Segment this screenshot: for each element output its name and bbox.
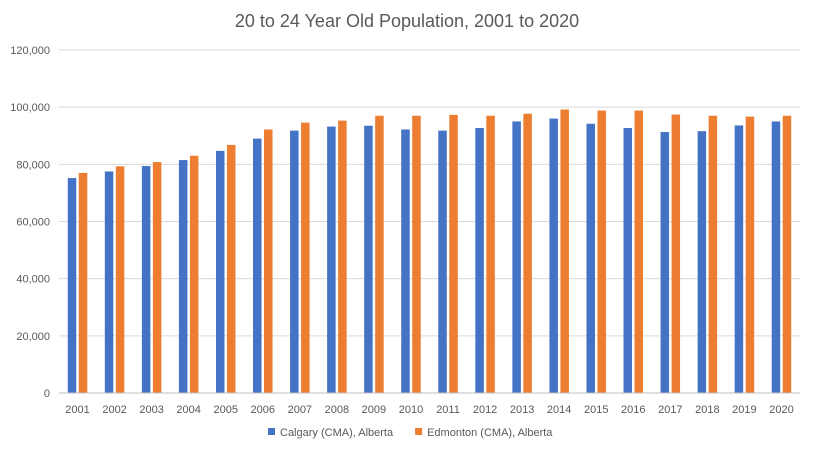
bar-calgary-2010 bbox=[401, 129, 410, 393]
bar-edmonton-2014 bbox=[560, 109, 569, 393]
x-tick-label: 2011 bbox=[436, 404, 460, 416]
x-tick-label: 2018 bbox=[695, 404, 719, 416]
bar-edmonton-2002 bbox=[115, 166, 125, 393]
x-tick-label: 2001 bbox=[65, 404, 89, 416]
x-tick-label: 2016 bbox=[621, 404, 645, 416]
bar-calgary-2008 bbox=[327, 126, 336, 393]
x-tick-label: 2015 bbox=[584, 404, 608, 416]
bar-edmonton-2008 bbox=[338, 120, 347, 393]
legend-label: Edmonton (CMA), Alberta bbox=[427, 427, 553, 439]
gridlines bbox=[59, 49, 800, 337]
bar-calgary-2017 bbox=[660, 132, 670, 393]
x-tick-label: 2006 bbox=[251, 404, 275, 416]
x-tick-label: 2013 bbox=[510, 404, 534, 416]
bar-calgary-2006 bbox=[253, 138, 262, 393]
bar-calgary-2001 bbox=[67, 178, 77, 393]
bar-edmonton-2016 bbox=[634, 110, 644, 393]
x-tick-label: 2014 bbox=[547, 404, 571, 416]
bar-calgary-2011 bbox=[438, 130, 447, 394]
bar-edmonton-2019 bbox=[745, 116, 755, 393]
x-tick-label: 2008 bbox=[325, 404, 349, 416]
y-tick-label: 120,000 bbox=[10, 45, 50, 57]
x-axis-tick-labels: 2001 2002 2003 2004 2005 2006 2007 2008 2009 2010… bbox=[65, 404, 793, 416]
bar-edmonton-2004 bbox=[189, 155, 199, 393]
x-tick-label: 2005 bbox=[213, 404, 237, 416]
y-tick-label: 80,000 bbox=[16, 159, 50, 171]
bar-edmonton-2020 bbox=[782, 115, 792, 393]
bar-calgary-2019 bbox=[734, 125, 744, 394]
bar-edmonton-2011 bbox=[449, 114, 458, 394]
y-tick-label: 100,000 bbox=[10, 102, 50, 114]
x-tick-label: 2020 bbox=[769, 404, 793, 416]
x-tick-label: 2009 bbox=[362, 404, 386, 416]
bar-calgary-2015 bbox=[586, 123, 595, 394]
bar-edmonton-2001 bbox=[78, 172, 88, 393]
x-tick-label: 2010 bbox=[399, 404, 423, 416]
y-tick-label: 40,000 bbox=[16, 274, 50, 286]
x-tick-label: 2004 bbox=[176, 404, 200, 416]
bar-edmonton-2005 bbox=[226, 144, 236, 393]
bar-calgary-2007 bbox=[290, 130, 299, 394]
bar-calgary-2009 bbox=[364, 125, 373, 393]
bar-calgary-2013 bbox=[512, 121, 521, 393]
bar-calgary-2004 bbox=[178, 160, 188, 393]
bar-calgary-2012 bbox=[475, 128, 484, 393]
x-tick-label: 2002 bbox=[102, 404, 126, 416]
bar-calgary-2005 bbox=[215, 150, 225, 393]
bar-edmonton-2018 bbox=[708, 115, 718, 393]
bar-calgary-2002 bbox=[104, 171, 114, 393]
legend-swatch bbox=[268, 428, 275, 435]
legend-swatch bbox=[415, 428, 423, 435]
bar-edmonton-2007 bbox=[301, 122, 310, 393]
bar-edmonton-2006 bbox=[264, 129, 273, 393]
bar-calgary-2016 bbox=[623, 128, 633, 393]
y-tick-label: 60,000 bbox=[16, 217, 50, 229]
legend: Calgary (CMA), Alberta Edmonton (CMA), Al… bbox=[268, 427, 553, 439]
x-tick-label: 2019 bbox=[732, 404, 756, 416]
y-tick-label: 0 bbox=[44, 388, 50, 400]
x-tick-label: 2003 bbox=[139, 404, 163, 416]
chart-title: 20 to 24 Year Old Population, 2001 to 20… bbox=[235, 11, 579, 31]
bar-edmonton-2012 bbox=[486, 115, 495, 393]
bars bbox=[67, 109, 792, 394]
bar-edmonton-2009 bbox=[375, 115, 384, 393]
bar-edmonton-2010 bbox=[412, 115, 421, 393]
bar-edmonton-2003 bbox=[152, 162, 162, 393]
bar-edmonton-2015 bbox=[597, 110, 606, 393]
legend-label: Calgary (CMA), Alberta bbox=[280, 427, 394, 439]
bar-calgary-2018 bbox=[697, 131, 707, 393]
y-tick-label: 20,000 bbox=[16, 331, 50, 343]
bar-calgary-2020 bbox=[771, 121, 781, 393]
bar-edmonton-2017 bbox=[671, 114, 681, 394]
y-axis-tick-labels: 0 20,000 40,000 60,000 80,000 100,000 120,000 bbox=[10, 45, 50, 400]
x-tick-label: 2017 bbox=[658, 404, 682, 416]
bar-edmonton-2013 bbox=[523, 113, 532, 393]
x-tick-label: 2007 bbox=[288, 404, 312, 416]
bar-calgary-2003 bbox=[141, 166, 151, 393]
bar-calgary-2014 bbox=[549, 118, 558, 393]
x-tick-label: 2012 bbox=[473, 404, 497, 416]
